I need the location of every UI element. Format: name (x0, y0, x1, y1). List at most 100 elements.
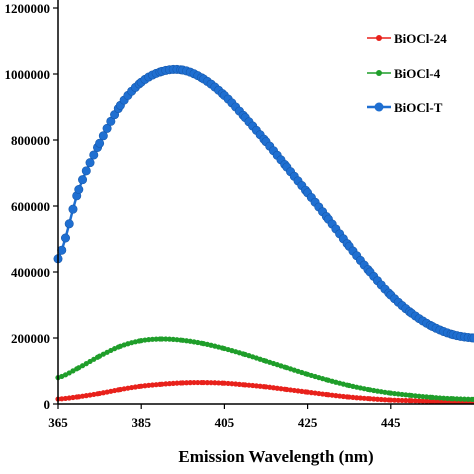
data-point (195, 379, 201, 386)
y-tick-label: 0 (44, 397, 51, 412)
x-tick-label: 385 (131, 415, 151, 430)
x-axis-ticks: 365 385 405 425 445 (48, 404, 401, 430)
data-point (461, 396, 468, 402)
data-point (350, 394, 356, 401)
data-point (221, 380, 227, 386)
data-point (420, 398, 426, 404)
y-tick-label: 1000000 (5, 67, 51, 82)
data-point (233, 381, 239, 387)
data-point (371, 396, 377, 402)
y-tick-label: 600000 (11, 199, 50, 214)
data-point (60, 233, 70, 243)
data-point (142, 383, 148, 389)
data-point (454, 396, 460, 402)
legend-item: BiOCl-T (367, 100, 443, 115)
data-point (187, 380, 193, 386)
data-point (250, 382, 256, 389)
data-point (201, 379, 207, 386)
series-biocl-24 (55, 379, 474, 405)
data-point (429, 394, 435, 400)
data-point (367, 396, 373, 402)
data-point (208, 380, 214, 386)
x-tick-label: 365 (48, 415, 68, 430)
x-tick-label: 445 (381, 415, 401, 430)
data-point (441, 395, 447, 401)
data-point (412, 398, 418, 404)
data-point (409, 398, 415, 404)
data-point (382, 397, 388, 403)
data-point (81, 166, 91, 176)
data-point (78, 175, 88, 185)
data-point (212, 380, 218, 386)
data-point (166, 381, 173, 387)
x-tick-label: 405 (215, 415, 235, 430)
legend-swatch-marker (376, 35, 382, 41)
axes-layer (57, 0, 474, 405)
legend-label: BiOCl-4 (394, 66, 441, 81)
legend: BiOCl-24 BiOCl-4 BiOCl-T (367, 31, 447, 115)
x-tick-label: 425 (298, 415, 318, 430)
data-point (465, 396, 471, 402)
y-tick-label: 200000 (11, 331, 50, 346)
data-point (153, 382, 159, 388)
data-point (163, 336, 169, 342)
data-point (170, 336, 176, 342)
legend-label: BiOCl-T (394, 100, 443, 115)
data-point (433, 395, 439, 401)
data-point (159, 381, 165, 387)
data-point (191, 379, 197, 386)
data-point (98, 131, 108, 141)
data-point (236, 381, 242, 387)
data-point (399, 391, 405, 398)
data-point (391, 397, 398, 403)
x-axis-title: Emission Wavelength (nm) (178, 447, 373, 466)
data-point (215, 380, 222, 386)
data-point (450, 396, 456, 402)
data-point (437, 395, 443, 401)
legend-item: BiOCl-24 (367, 31, 447, 46)
data-point (416, 393, 422, 399)
data-point (416, 398, 422, 404)
data-point (229, 381, 235, 387)
data-point (388, 397, 394, 403)
y-tick-label: 1200000 (5, 1, 51, 16)
data-point (253, 383, 260, 389)
data-point (102, 123, 112, 133)
data-point (444, 395, 450, 402)
y-axis-ticks: 0 200000 400000 600000 800000 1000000 1200000 (5, 1, 58, 412)
data-point (68, 204, 78, 214)
data-point (423, 398, 430, 404)
data-point (174, 337, 180, 343)
data-point (242, 382, 248, 388)
series-layer (53, 64, 474, 405)
series-biocl-t (53, 64, 474, 343)
data-point (257, 383, 263, 389)
data-point (433, 398, 439, 405)
data-point (57, 245, 67, 255)
data-point (153, 336, 159, 342)
y-tick-label: 400000 (11, 265, 50, 280)
data-point (180, 380, 186, 386)
data-point (346, 394, 352, 400)
data-point (146, 337, 152, 343)
data-point (149, 382, 156, 388)
data-point (340, 393, 346, 400)
data-point (95, 138, 105, 148)
legend-swatch-marker (376, 70, 382, 76)
y-tick-label: 800000 (11, 133, 50, 148)
data-point (166, 336, 173, 342)
data-point (378, 396, 384, 403)
data-point (146, 382, 152, 388)
data-point (403, 392, 409, 398)
data-point (149, 336, 156, 342)
data-point (183, 380, 190, 386)
data-point (403, 397, 409, 404)
data-point (471, 396, 474, 402)
data-point (409, 392, 415, 399)
data-point (59, 396, 65, 402)
series-biocl-4 (55, 336, 474, 402)
data-point (429, 398, 435, 404)
data-point (374, 396, 381, 402)
data-point (399, 397, 405, 404)
